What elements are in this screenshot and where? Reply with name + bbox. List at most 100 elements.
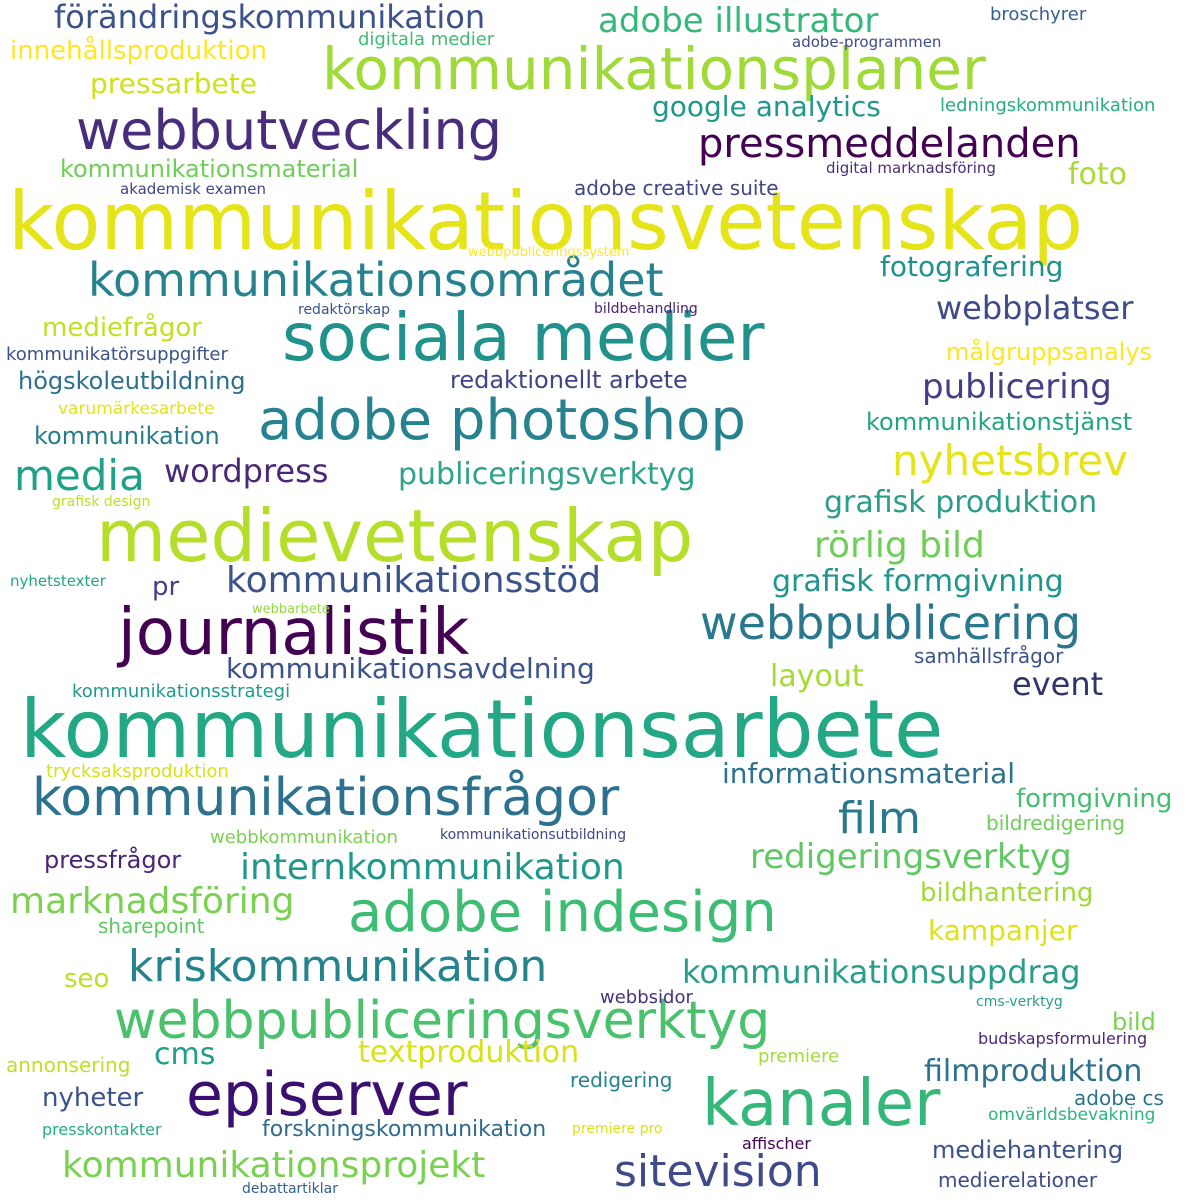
word-adobe-indesign: adobe indesign	[348, 880, 777, 945]
word-redigeringsverktyg: redigeringsverktyg	[750, 837, 1072, 877]
word-sitevision: sitevision	[614, 1146, 822, 1197]
word-affischer: affischer	[742, 1134, 811, 1153]
word-bildhantering: bildhantering	[920, 878, 1094, 908]
word-adobe-cs: adobe cs	[1074, 1086, 1164, 1110]
word-debattartiklar: debattartiklar	[242, 1181, 338, 1197]
word-annonsering: annonsering	[6, 1053, 131, 1077]
word-cms-verktyg: cms-verktyg	[976, 994, 1063, 1010]
word-forskningskommunikation: forskningskommunikation	[262, 1117, 547, 1142]
word-seo: seo	[64, 964, 110, 994]
word-marknadsforing: marknadsföring	[10, 881, 295, 922]
word-digitala-medier: digitala medier	[358, 29, 495, 50]
word-bild: bild	[1112, 1008, 1156, 1036]
word-omvarldsbevakning: omvärldsbevakning	[988, 1105, 1156, 1125]
word-event: event	[1012, 665, 1104, 703]
word-webbsidor: webbsidor	[600, 987, 693, 1008]
word-adobe-programmen: adobe-programmen	[792, 33, 942, 51]
word-akademisk-examen: akademisk examen	[120, 180, 266, 198]
word-webbpubliceringssystem: webbpubliceringssystem	[468, 245, 630, 260]
word-medievetenskap: medievetenskap	[96, 494, 694, 578]
word-media: media	[14, 451, 145, 500]
word-nyheter: nyheter	[42, 1083, 144, 1113]
word-webbpubliceringsverktyg: webbpubliceringsverktyg	[114, 991, 771, 1051]
word-kampanjer: kampanjer	[928, 914, 1078, 947]
word-trycksaksproduktion: trycksaksproduktion	[46, 761, 229, 782]
word-filmproduktion: filmproduktion	[924, 1054, 1143, 1089]
word-kommunikationsavdelning: kommunikationsavdelning	[226, 652, 595, 685]
word-redaktionellt-arbete: redaktionellt arbete	[450, 366, 688, 394]
word-rorlig-bild: rörlig bild	[814, 525, 985, 566]
word-kommunikationsstod: kommunikationsstöd	[226, 560, 602, 601]
word-webbarbete: webbarbete	[252, 602, 330, 617]
word-kanaler: kanaler	[702, 1067, 941, 1141]
word-nyhetsbrev: nyhetsbrev	[892, 436, 1128, 485]
word-kommunikationstjanst: kommunikationstjänst	[866, 408, 1133, 436]
word-sociala-medier: sociala medier	[282, 299, 765, 376]
word-adobe-photoshop: adobe photoshop	[258, 388, 746, 453]
word-kommunikationsomradet: kommunikationsområdet	[88, 253, 664, 307]
word-pressarbete: pressarbete	[90, 67, 257, 100]
word-kommunikationsplaner: kommunikationsplaner	[322, 35, 986, 103]
word-pressmeddelanden: pressmeddelanden	[698, 121, 1081, 167]
word-kommunikation: kommunikation	[34, 422, 220, 450]
word-webbutveckling: webbutveckling	[76, 99, 502, 162]
word-premiere-pro: premiere pro	[572, 1121, 663, 1137]
word-pr: pr	[152, 572, 180, 602]
word-grafisk-formgivning: grafisk formgivning	[772, 564, 1064, 599]
word-cms: cms	[154, 1037, 216, 1072]
word-kommunikationsutbildning: kommunikationsutbildning	[440, 827, 627, 843]
word-google-analytics: google analytics	[652, 90, 881, 123]
word-mediefragor: mediefrågor	[42, 313, 202, 343]
word-webbkommunikation: webbkommunikation	[210, 827, 398, 848]
word-episerver: episerver	[186, 1060, 468, 1130]
word-webbpublicering: webbpublicering	[700, 596, 1082, 650]
word-grafisk-design: grafisk design	[52, 494, 151, 510]
word-internkommunikation: internkommunikation	[240, 847, 625, 888]
word-premiere: premiere	[758, 1046, 840, 1067]
word-textproduktion: textproduktion	[358, 1035, 580, 1070]
word-ledningskommunikation: ledningskommunikation	[940, 95, 1156, 116]
word-kriskommunikation: kriskommunikation	[128, 941, 548, 992]
word-pressfragor: pressfrågor	[44, 846, 182, 874]
word-bildbehandling: bildbehandling	[594, 301, 698, 317]
word-formgivning: formgivning	[1016, 784, 1173, 814]
word-forandringskommunikation: förändringskommunikation	[54, 0, 486, 36]
word-varumarkesarbete: varumärkesarbete	[58, 399, 215, 419]
word-malgruppsanalys: målgruppsanalys	[946, 338, 1153, 366]
word-medierelationer: medierelationer	[938, 1168, 1098, 1192]
word-mediehantering: mediehantering	[932, 1136, 1124, 1164]
word-publicering: publicering	[922, 367, 1112, 407]
word-kommunikationsstrategi: kommunikationsstrategi	[72, 681, 291, 702]
word-kommunikationsuppdrag: kommunikationsuppdrag	[682, 953, 1081, 991]
word-publiceringsverktyg: publiceringsverktyg	[398, 457, 696, 492]
word-digital-marknadsforing: digital marknadsföring	[826, 159, 996, 177]
word-hogskoleutbildning: högskoleutbildning	[18, 367, 246, 395]
word-kommunikationsfragor: kommunikationsfrågor	[32, 768, 620, 828]
word-kommunikationsarbete: kommunikationsarbete	[20, 683, 944, 776]
word-journalistik: journalistik	[118, 596, 470, 670]
word-sharepoint: sharepoint	[98, 914, 205, 938]
word-webbplatser: webbplatser	[936, 289, 1134, 327]
word-broschyrer: broschyrer	[990, 4, 1087, 25]
word-adobe-creative-suite: adobe creative suite	[574, 176, 779, 200]
word-kommunikationsmaterial: kommunikationsmaterial	[60, 155, 359, 183]
word-budskapsformulering: budskapsformulering	[978, 1029, 1148, 1048]
word-layout: layout	[770, 659, 864, 694]
word-presskontakter: presskontakter	[42, 1120, 162, 1139]
word-wordpress: wordpress	[164, 452, 329, 490]
word-kommunikationsprojekt: kommunikationsprojekt	[62, 1145, 486, 1186]
word-redaktorskap: redaktörskap	[298, 302, 391, 318]
word-nyhetstexter: nyhetstexter	[10, 572, 106, 590]
word-redigering: redigering	[570, 1068, 673, 1092]
word-film: film	[838, 793, 921, 844]
word-kommunikatorsuppgifter: kommunikatörsuppgifter	[6, 344, 228, 365]
word-informationsmaterial: informationsmaterial	[722, 757, 1016, 790]
word-kommunikationsvetenskap: kommunikationsvetenskap	[8, 175, 1084, 268]
word-innehallsproduktion: innehållsproduktion	[10, 36, 267, 66]
word-foto: foto	[1068, 157, 1128, 192]
word-adobe-illustrator: adobe illustrator	[598, 1, 879, 41]
word-fotografering: fotografering	[880, 250, 1064, 283]
word-samhallsfragor: samhällsfrågor	[914, 644, 1064, 668]
word-grafisk-produktion: grafisk produktion	[824, 485, 1098, 520]
